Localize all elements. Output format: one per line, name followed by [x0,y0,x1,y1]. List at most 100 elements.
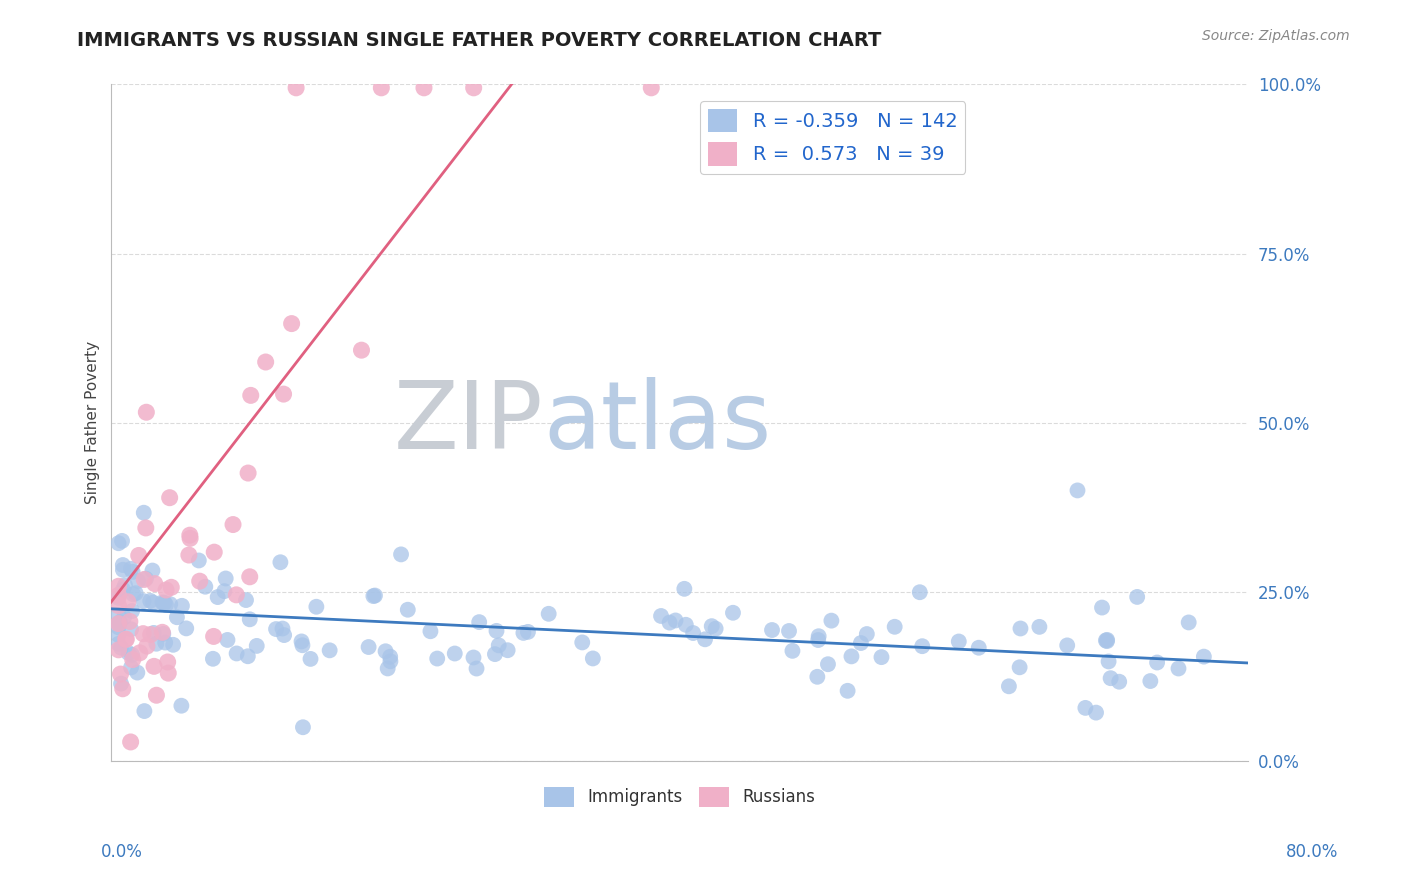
Point [911,639,934,653]
Point [162,638,184,652]
Point [125,586,148,600]
Point [152,627,174,641]
Point [135,521,157,535]
Point [488,638,510,652]
Point [280,317,302,331]
Point [271,622,294,636]
Point [246,639,269,653]
Point [673,582,696,596]
Point [1095,632,1118,647]
Point [217,632,239,647]
Point [377,661,399,675]
Point [159,491,181,505]
Point [285,80,308,95]
Point [841,649,863,664]
Point [318,643,340,657]
Point [201,652,224,666]
Point [112,610,135,624]
Point [443,647,465,661]
Point [215,572,238,586]
Point [145,688,167,702]
Point [658,615,681,630]
Point [155,582,177,597]
Point [110,640,132,655]
Point [468,615,491,629]
Point [145,637,167,651]
Point [413,80,436,95]
Point [121,604,143,618]
Point [856,627,879,641]
Point [187,553,209,567]
Point [111,563,134,577]
Point [704,622,727,636]
Point [107,599,129,613]
Point [1139,674,1161,689]
Point [107,637,129,651]
Point [820,614,842,628]
Point [967,640,990,655]
Point [153,596,176,610]
Point [807,633,830,648]
Point [299,652,322,666]
Point [235,593,257,607]
Point [693,632,716,647]
Point [1010,622,1032,636]
Point [465,661,488,675]
Point [380,649,402,664]
Point [108,615,131,630]
Point [110,676,132,690]
Point [350,343,373,358]
Point [141,564,163,578]
Point [537,607,560,621]
Point [1126,590,1149,604]
Point [357,640,380,654]
Point [188,574,211,589]
Point [115,632,138,647]
Point [120,660,142,674]
Point [239,612,262,626]
Point [121,648,143,662]
Point [108,616,131,631]
Point [120,562,142,576]
Point [1085,706,1108,720]
Point [1056,639,1078,653]
Point [1099,671,1122,685]
Point [883,620,905,634]
Point [370,80,392,95]
Point [837,683,859,698]
Point [364,589,387,603]
Point [170,698,193,713]
Point [273,387,295,401]
Point [225,588,247,602]
Point [1097,655,1119,669]
Point [107,628,129,642]
Point [236,649,259,664]
Point [426,651,449,665]
Point [150,625,173,640]
Point [214,584,236,599]
Point [177,548,200,562]
Point [291,720,314,734]
Legend: Immigrants, Russians: Immigrants, Russians [537,780,823,814]
Point [463,650,485,665]
Point [135,572,157,586]
Point [117,646,139,660]
Point [107,591,129,605]
Point [225,647,247,661]
Point [1066,483,1088,498]
Point [374,644,396,658]
Point [155,598,177,612]
Text: atlas: atlas [543,376,772,469]
Point [107,607,129,622]
Point [157,666,180,681]
Point [516,624,538,639]
Point [419,624,441,639]
Point [1177,615,1199,630]
Point [152,595,174,609]
Point [122,587,145,601]
Point [290,634,312,648]
Point [135,405,157,419]
Point [139,627,162,641]
Point [159,597,181,611]
Point [139,594,162,608]
